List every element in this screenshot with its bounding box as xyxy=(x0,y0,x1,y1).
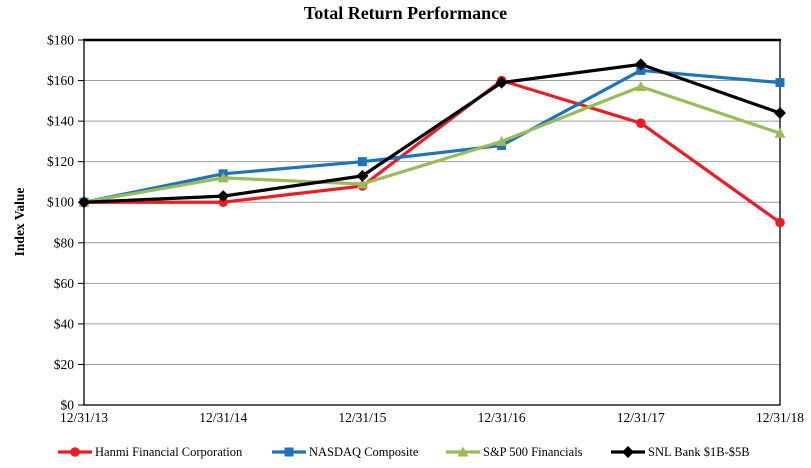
legend-item-s-p-500-financials: S&P 500 Financials xyxy=(446,442,583,462)
triangle-marker-swatch-icon xyxy=(446,446,480,457)
y-tick-label: $140 xyxy=(47,114,74,129)
square-marker-swatch-icon xyxy=(272,447,306,457)
y-axis-ticks: $0 $20 $40 $60 $80 $100 $120 $140 $160 $180 xyxy=(47,33,84,413)
x-tick-label: 12/31/15 xyxy=(338,410,386,425)
x-tick-label: 12/31/13 xyxy=(60,410,108,425)
y-tick-label: $160 xyxy=(47,73,74,88)
legend-item-snl-bank-1b-5b: SNL Bank $1B-$5B xyxy=(611,442,750,462)
circle-marker-swatch-icon xyxy=(58,447,92,457)
series-s-p-500-financials xyxy=(78,81,786,207)
line-chart-plot-area: $0 $20 $40 $60 $80 $100 $120 $140 $160 $180 12/31/… xyxy=(47,33,804,426)
legend-label: SNL Bank $1B-$5B xyxy=(648,444,750,459)
legend-label: S&P 500 Financials xyxy=(483,444,583,459)
y-tick-label: $180 xyxy=(47,33,74,48)
legend-label: NASDAQ Composite xyxy=(309,444,419,459)
legend-label: Hanmi Financial Corporation xyxy=(95,444,243,459)
y-tick-label: $20 xyxy=(54,357,75,372)
chart-legend: Hanmi Financial Corporation NASDAQ Compos… xyxy=(0,442,811,464)
legend-item-nasdaq-composite: NASDAQ Composite xyxy=(272,442,418,462)
x-tick-label: 12/31/16 xyxy=(478,410,526,425)
x-tick-label: 12/31/17 xyxy=(617,410,665,425)
y-tick-label: $40 xyxy=(54,316,75,331)
x-tick-label: 12/31/18 xyxy=(756,410,804,425)
x-tick-label: 12/31/14 xyxy=(199,410,247,425)
y-tick-label: $80 xyxy=(54,235,75,250)
chart-title: Total Return Performance xyxy=(303,3,508,23)
y-tick-label: $120 xyxy=(47,154,74,169)
y-tick-label: $0 xyxy=(61,398,75,413)
gridlines xyxy=(84,80,780,365)
plot-border xyxy=(83,39,781,406)
x-axis-labels: 12/31/13 12/31/14 12/31/15 12/31/16 12/31/17… xyxy=(60,410,804,425)
diamond-marker-swatch-icon xyxy=(611,446,645,458)
y-tick-label: $60 xyxy=(54,276,75,291)
legend-item-hanmi-financial-corporation: Hanmi Financial Corporation xyxy=(58,442,242,462)
series-snl-bank-1b-5b xyxy=(78,58,786,209)
y-tick-label: $100 xyxy=(47,195,74,210)
